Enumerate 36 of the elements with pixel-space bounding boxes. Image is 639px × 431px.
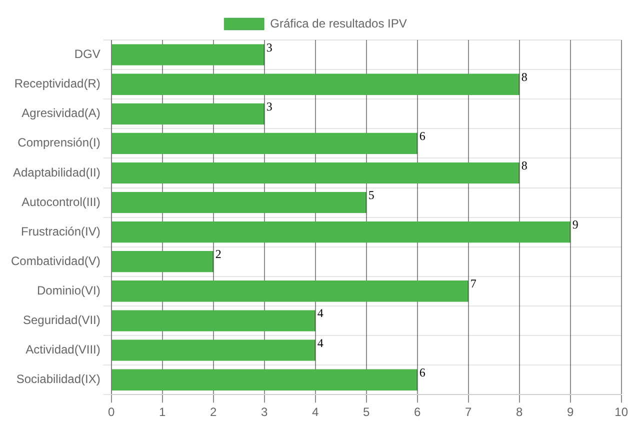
data-label: 5 (368, 188, 374, 202)
data-label: 4 (317, 306, 324, 320)
x-tick-label: 9 (566, 405, 574, 420)
y-tick-label: Receptividad(R) (14, 76, 100, 91)
x-tick-label: 10 (614, 405, 628, 420)
data-label: 3 (266, 99, 272, 114)
data-label: 4 (317, 336, 324, 350)
y-tick-label: Sociabilidad(IX) (16, 372, 100, 386)
y-tick-label: Combatividad(V) (10, 254, 100, 268)
data-label: 3 (266, 40, 272, 54)
x-tick-label: 6 (414, 405, 421, 420)
y-tick-label: Agresividad(A) (22, 106, 100, 120)
x-tick-label: 8 (516, 405, 523, 420)
y-tick-label: Frustración(IV) (21, 224, 100, 238)
x-tick-label: 4 (312, 405, 320, 420)
y-tick-label: Seguridad(VII) (22, 313, 100, 328)
y-tick-label: Adaptabilidad(II) (12, 165, 100, 180)
data-label: 6 (419, 365, 426, 380)
data-label: 2 (215, 247, 222, 262)
x-tick-label: 5 (363, 405, 370, 420)
y-tick-label: DGV (74, 47, 100, 62)
y-tick-label: Autocontrol(III) (22, 194, 100, 209)
data-label: 7 (470, 276, 476, 291)
y-tick-label: Dominio(VI) (37, 283, 100, 298)
x-tick-label: 7 (464, 405, 472, 420)
x-tick-label: 1 (159, 405, 166, 420)
x-tick-label: 3 (261, 405, 268, 420)
data-label: 8 (521, 70, 528, 84)
legend-label: Gráfica de resultados IPV (270, 16, 407, 30)
y-tick-label: Comprensión(I) (18, 136, 100, 150)
x-tick-label: 2 (210, 405, 218, 420)
data-label: 6 (419, 128, 426, 143)
data-label: 9 (572, 218, 578, 232)
data-label: 8 (521, 158, 528, 172)
y-tick-label: Actividad(VIII) (26, 342, 100, 357)
x-tick-label: 0 (108, 405, 116, 420)
